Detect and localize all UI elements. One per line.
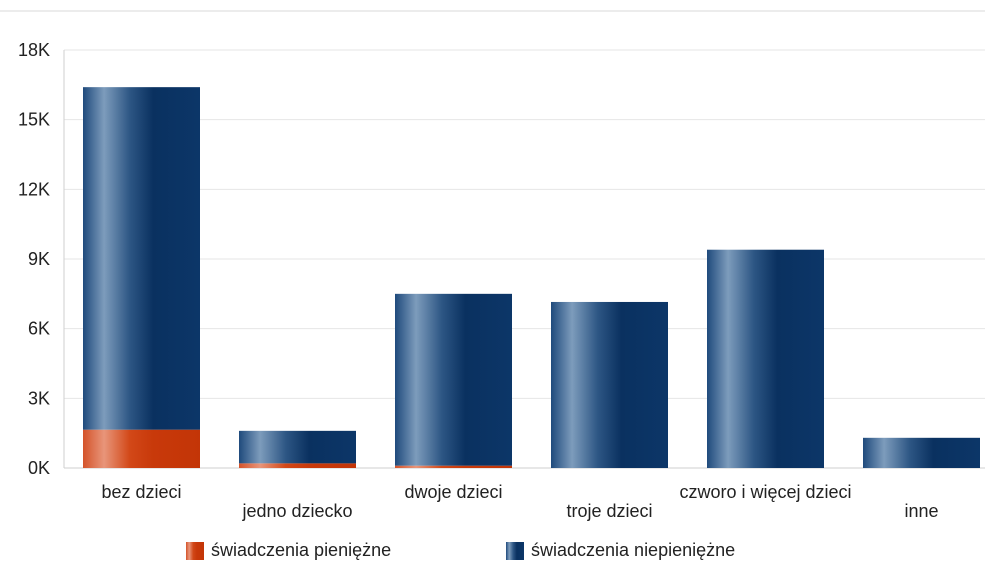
legend-swatch-noncash bbox=[506, 541, 524, 560]
legend-item-cash[interactable]: świadczenia pieniężne bbox=[186, 540, 391, 561]
legend-label-cash: świadczenia pieniężne bbox=[211, 540, 392, 560]
y-tick-label: 12K bbox=[18, 179, 50, 199]
x-category-label: troje dzieci bbox=[566, 501, 652, 521]
x-axis-labels: bez dzieci jedno dziecko dwoje dzieci troje… bbox=[101, 482, 938, 521]
legend-swatch-cash bbox=[186, 541, 204, 560]
y-tick-label: 0K bbox=[28, 458, 50, 478]
bar-noncash[interactable] bbox=[707, 249, 824, 468]
gridlines bbox=[63, 49, 985, 469]
x-category-label: bez dzieci bbox=[101, 482, 181, 502]
bar-cash[interactable] bbox=[239, 463, 356, 468]
legend-item-noncash[interactable]: świadczenia niepieniężne bbox=[506, 540, 735, 561]
bar-cash[interactable] bbox=[83, 429, 200, 468]
y-tick-label: 15K bbox=[18, 110, 50, 130]
x-category-label: dwoje dzieci bbox=[404, 482, 502, 502]
x-category-label: inne bbox=[904, 501, 938, 521]
y-tick-label: 6K bbox=[28, 319, 50, 339]
legend: świadczenia pieniężne świadczenia niepie… bbox=[0, 540, 985, 568]
y-tick-label: 18K bbox=[18, 40, 50, 60]
bar-noncash[interactable] bbox=[239, 430, 356, 464]
legend-label-noncash: świadczenia niepieniężne bbox=[531, 540, 736, 560]
bar-noncash[interactable] bbox=[395, 293, 512, 466]
bar-noncash[interactable] bbox=[83, 87, 200, 430]
bar-noncash[interactable] bbox=[551, 301, 668, 468]
x-category-label: jedno dziecko bbox=[241, 501, 352, 521]
bars bbox=[83, 87, 980, 468]
top-divider bbox=[0, 10, 985, 12]
x-category-label: czworo i więcej dzieci bbox=[679, 482, 851, 502]
y-tick-label: 9K bbox=[28, 249, 50, 269]
y-axis-ticks: 0K 3K 6K 9K 12K 15K 18K bbox=[18, 40, 50, 478]
stacked-bar-chart: 0K 3K 6K 9K 12K 15K 18K bez dzieci jedno dzieck… bbox=[18, 40, 985, 521]
bar-noncash[interactable] bbox=[863, 437, 980, 468]
bar-cash[interactable] bbox=[395, 465, 512, 468]
y-tick-label: 3K bbox=[28, 388, 50, 408]
